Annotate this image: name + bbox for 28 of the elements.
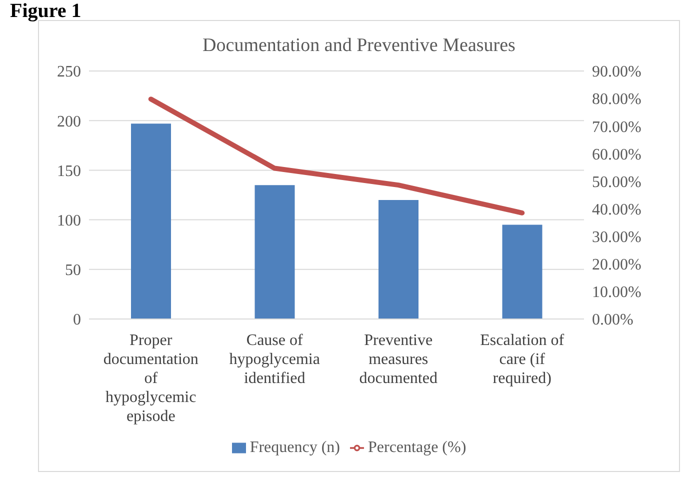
y2-tick-label: 30.00%: [592, 229, 642, 246]
y-tick-label: 250: [57, 64, 81, 81]
x-tick-label: Proper documentation of hypoglycemic episode: [103, 332, 198, 425]
y2-tick-label: 0.00%: [592, 312, 634, 329]
bar: [254, 185, 295, 319]
bar: [378, 200, 418, 319]
y-tick-label: 50: [65, 262, 81, 280]
legend-label: Frequency (n): [250, 439, 340, 456]
x-tick-label: Escalation of care (if required): [480, 332, 565, 387]
chart-title: Documentation and Preventive Measures: [202, 35, 516, 57]
y-tick-label: 0: [73, 312, 81, 329]
legend-label: Percentage (%): [368, 439, 466, 456]
y2-tick-label: 80.00%: [592, 91, 642, 108]
y2-tick-label: 20.00%: [592, 256, 642, 274]
y-tick-label: 100: [57, 212, 81, 230]
caption: Figure 1: [10, 0, 82, 23]
y-tick-label: 150: [57, 162, 81, 180]
x-tick-label: Cause of hypoglycemia identified: [229, 332, 320, 387]
y-tick-label: 200: [57, 113, 81, 130]
y2-tick-label: 50.00%: [592, 174, 642, 191]
bar: [131, 124, 171, 319]
y2-tick-label: 90.00%: [592, 64, 642, 81]
bar: [502, 224, 542, 319]
y2-tick-label: 10.00%: [592, 284, 642, 302]
y2-tick-label: 60.00%: [592, 146, 642, 164]
x-tick-label: Preventive measures documented: [359, 332, 438, 387]
y2-tick-label: 40.00%: [592, 201, 642, 218]
y2-tick-label: 70.00%: [592, 118, 642, 136]
